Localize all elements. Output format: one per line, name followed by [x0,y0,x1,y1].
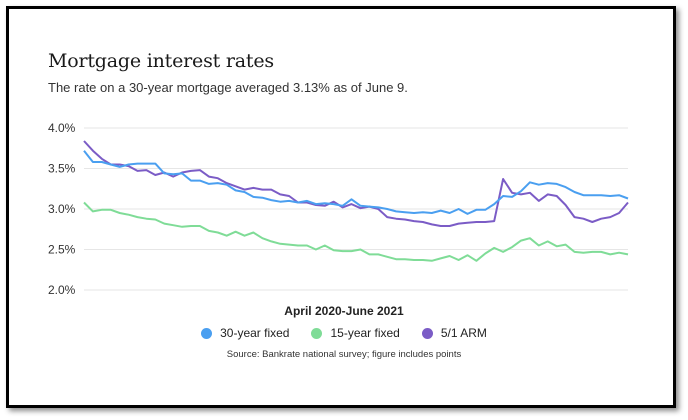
source-note: Source: Bankrate national survey; figure… [226,349,462,360]
y-tick-label: 3.0% [48,202,76,216]
legend-swatch-30-year-fixed [201,327,213,339]
legend-item-30-year-fixed: 30-year fixed [201,326,289,340]
series-lines [83,140,629,262]
series-line-15-year-fixed [83,201,629,262]
y-tick-label: 3.5% [48,162,76,176]
chart-subtitle: The rate on a 30-year mortgage averaged … [48,80,408,95]
legend-label-30-year-fixed: 30-year fixed [220,326,290,340]
legend-item-15-year-fixed: 15-year fixed [311,326,400,340]
y-tick-label: 2.5% [48,243,76,257]
legend-swatch-5-1-arm [421,327,433,339]
y-axis-ticks: 4.0% 3.5% 3.0% 2.5% 2.0% [48,121,76,297]
series-line-5-1-arm [83,140,629,227]
legend-label-15-year-fixed: 15-year fixed [330,326,400,340]
line-chart: 4.0% 3.5% 3.0% 2.5% 2.0% [48,121,629,297]
x-axis-label: April 2020-June 2021 [284,304,404,318]
series-line-30-year-fixed [83,150,629,215]
y-tick-label: 4.0% [48,121,76,135]
legend-label-5-1-arm: 5/1 ARM [440,326,487,340]
legend-swatch-15-year-fixed [311,327,323,339]
legend-item-5-1-arm: 5/1 ARM [421,326,487,340]
chart-title: Mortgage interest rates [48,50,274,72]
legend: 30-year fixed 15-year fixed 5/1 ARM [0,326,688,340]
y-tick-label: 2.0% [48,283,76,297]
gridlines [84,127,628,291]
